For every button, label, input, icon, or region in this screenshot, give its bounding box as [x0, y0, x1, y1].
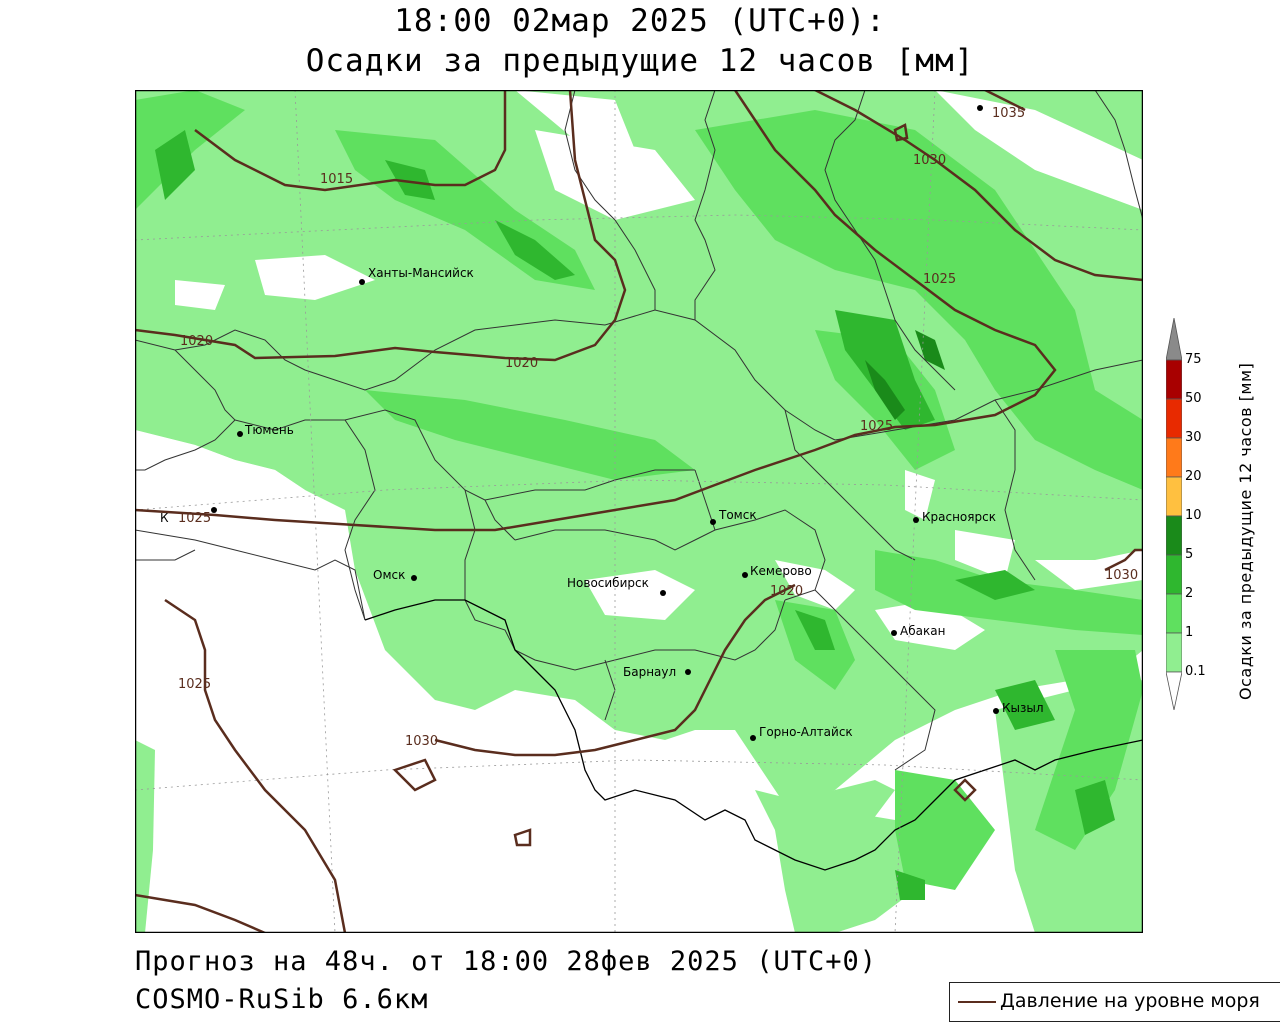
- map-title-variable: Осадки за предыдущие 12 часов [мм]: [305, 43, 975, 79]
- colorbar-tick: 10: [1185, 508, 1202, 523]
- city-tomsk: Томск: [710, 508, 757, 525]
- svg-text:Кызыл: Кызыл: [1002, 701, 1044, 715]
- model-name: COSMO-RuSib 6.6км: [135, 984, 429, 1015]
- isobar-label: 1020: [180, 334, 213, 349]
- precipitation-colorbar: [1166, 318, 1182, 710]
- colorbar-title: Осадки за предыдущие 12 часов [мм]: [1236, 362, 1255, 700]
- pressure-legend: Давление на уровне моря: [949, 982, 1280, 1022]
- city-barnaul: Барнаул: [623, 665, 691, 679]
- map-title-time: 18:00 02мар 2025 (UTC+0):: [394, 3, 886, 39]
- isobar-label: 1030: [913, 153, 946, 168]
- pressure-legend-label: Давление на уровне моря: [1000, 990, 1260, 1012]
- svg-text:Тюмень: Тюмень: [244, 423, 294, 437]
- city-k: К: [160, 507, 217, 525]
- city-khanty-mansiysk: Ханты-Мансийск: [359, 266, 474, 285]
- city-abakan: Абакан: [891, 624, 945, 638]
- precipitation-map: 1015 1020 1020 1025 1025 1025 1030 1035 …: [135, 90, 1143, 933]
- city-kemerovo: Кемерово: [742, 564, 812, 578]
- isobar-label: 1030: [405, 734, 438, 749]
- isobar-label: 1020: [770, 584, 803, 599]
- svg-text:Новосибирск: Новосибирск: [567, 576, 649, 590]
- isobar-label: 1030: [1105, 568, 1138, 583]
- city-omsk: Омск: [373, 568, 417, 582]
- city-gorno-altaysk: Горно-Алтайск: [750, 725, 853, 741]
- city-novosibirsk: Новосибирск: [567, 576, 666, 596]
- colorbar-tick: 2: [1185, 586, 1194, 601]
- city-markers: Ханты-Мансийск Тюмень К Омск Новосибирск…: [160, 105, 1044, 741]
- svg-text:Красноярск: Красноярск: [922, 510, 996, 524]
- isobar-label: 1025: [178, 511, 211, 526]
- city-tyumen: Тюмень: [237, 423, 294, 437]
- colorbar-tick: 50: [1185, 391, 1202, 406]
- svg-text:Горно-Алтайск: Горно-Алтайск: [759, 725, 853, 739]
- svg-text:Томск: Томск: [718, 508, 757, 522]
- svg-text:Кемерово: Кемерово: [750, 564, 812, 578]
- colorbar-tick: 1: [1185, 625, 1194, 640]
- isobar-label: 1025: [860, 419, 893, 434]
- pressure-line-swatch: [958, 1001, 996, 1003]
- colorbar-tick: 75: [1185, 352, 1202, 367]
- colorbar-tick: 30: [1185, 430, 1202, 445]
- city-kyzyl: Кызыл: [993, 701, 1044, 715]
- colorbar-tick: 20: [1185, 469, 1202, 484]
- forecast-info: Прогноз на 48ч. от 18:00 28фев 2025 (UTC…: [135, 946, 877, 977]
- svg-text:Ханты-Мансийск: Ханты-Мансийск: [368, 266, 474, 280]
- city-krasnoyarsk: Красноярск: [913, 510, 996, 524]
- colorbar-tick: 0.1: [1185, 664, 1206, 679]
- isobar-label: 1025: [178, 677, 211, 692]
- isobar-label: 1025: [923, 272, 956, 287]
- colorbar-tick: 5: [1185, 547, 1194, 562]
- svg-text:К: К: [160, 511, 169, 525]
- svg-text:Абакан: Абакан: [900, 624, 945, 638]
- isobar-label: 1015: [320, 172, 353, 187]
- svg-text:Омск: Омск: [373, 568, 405, 582]
- svg-text:Барнаул: Барнаул: [623, 665, 676, 679]
- isobar-label: 1020: [505, 356, 538, 371]
- map-panel: 1015 1020 1020 1025 1025 1025 1030 1035 …: [135, 90, 1143, 933]
- isobar-labels: 1015 1020 1020 1025 1025 1025 1030 1035 …: [178, 106, 1138, 749]
- isobar-label: 1035: [992, 106, 1025, 121]
